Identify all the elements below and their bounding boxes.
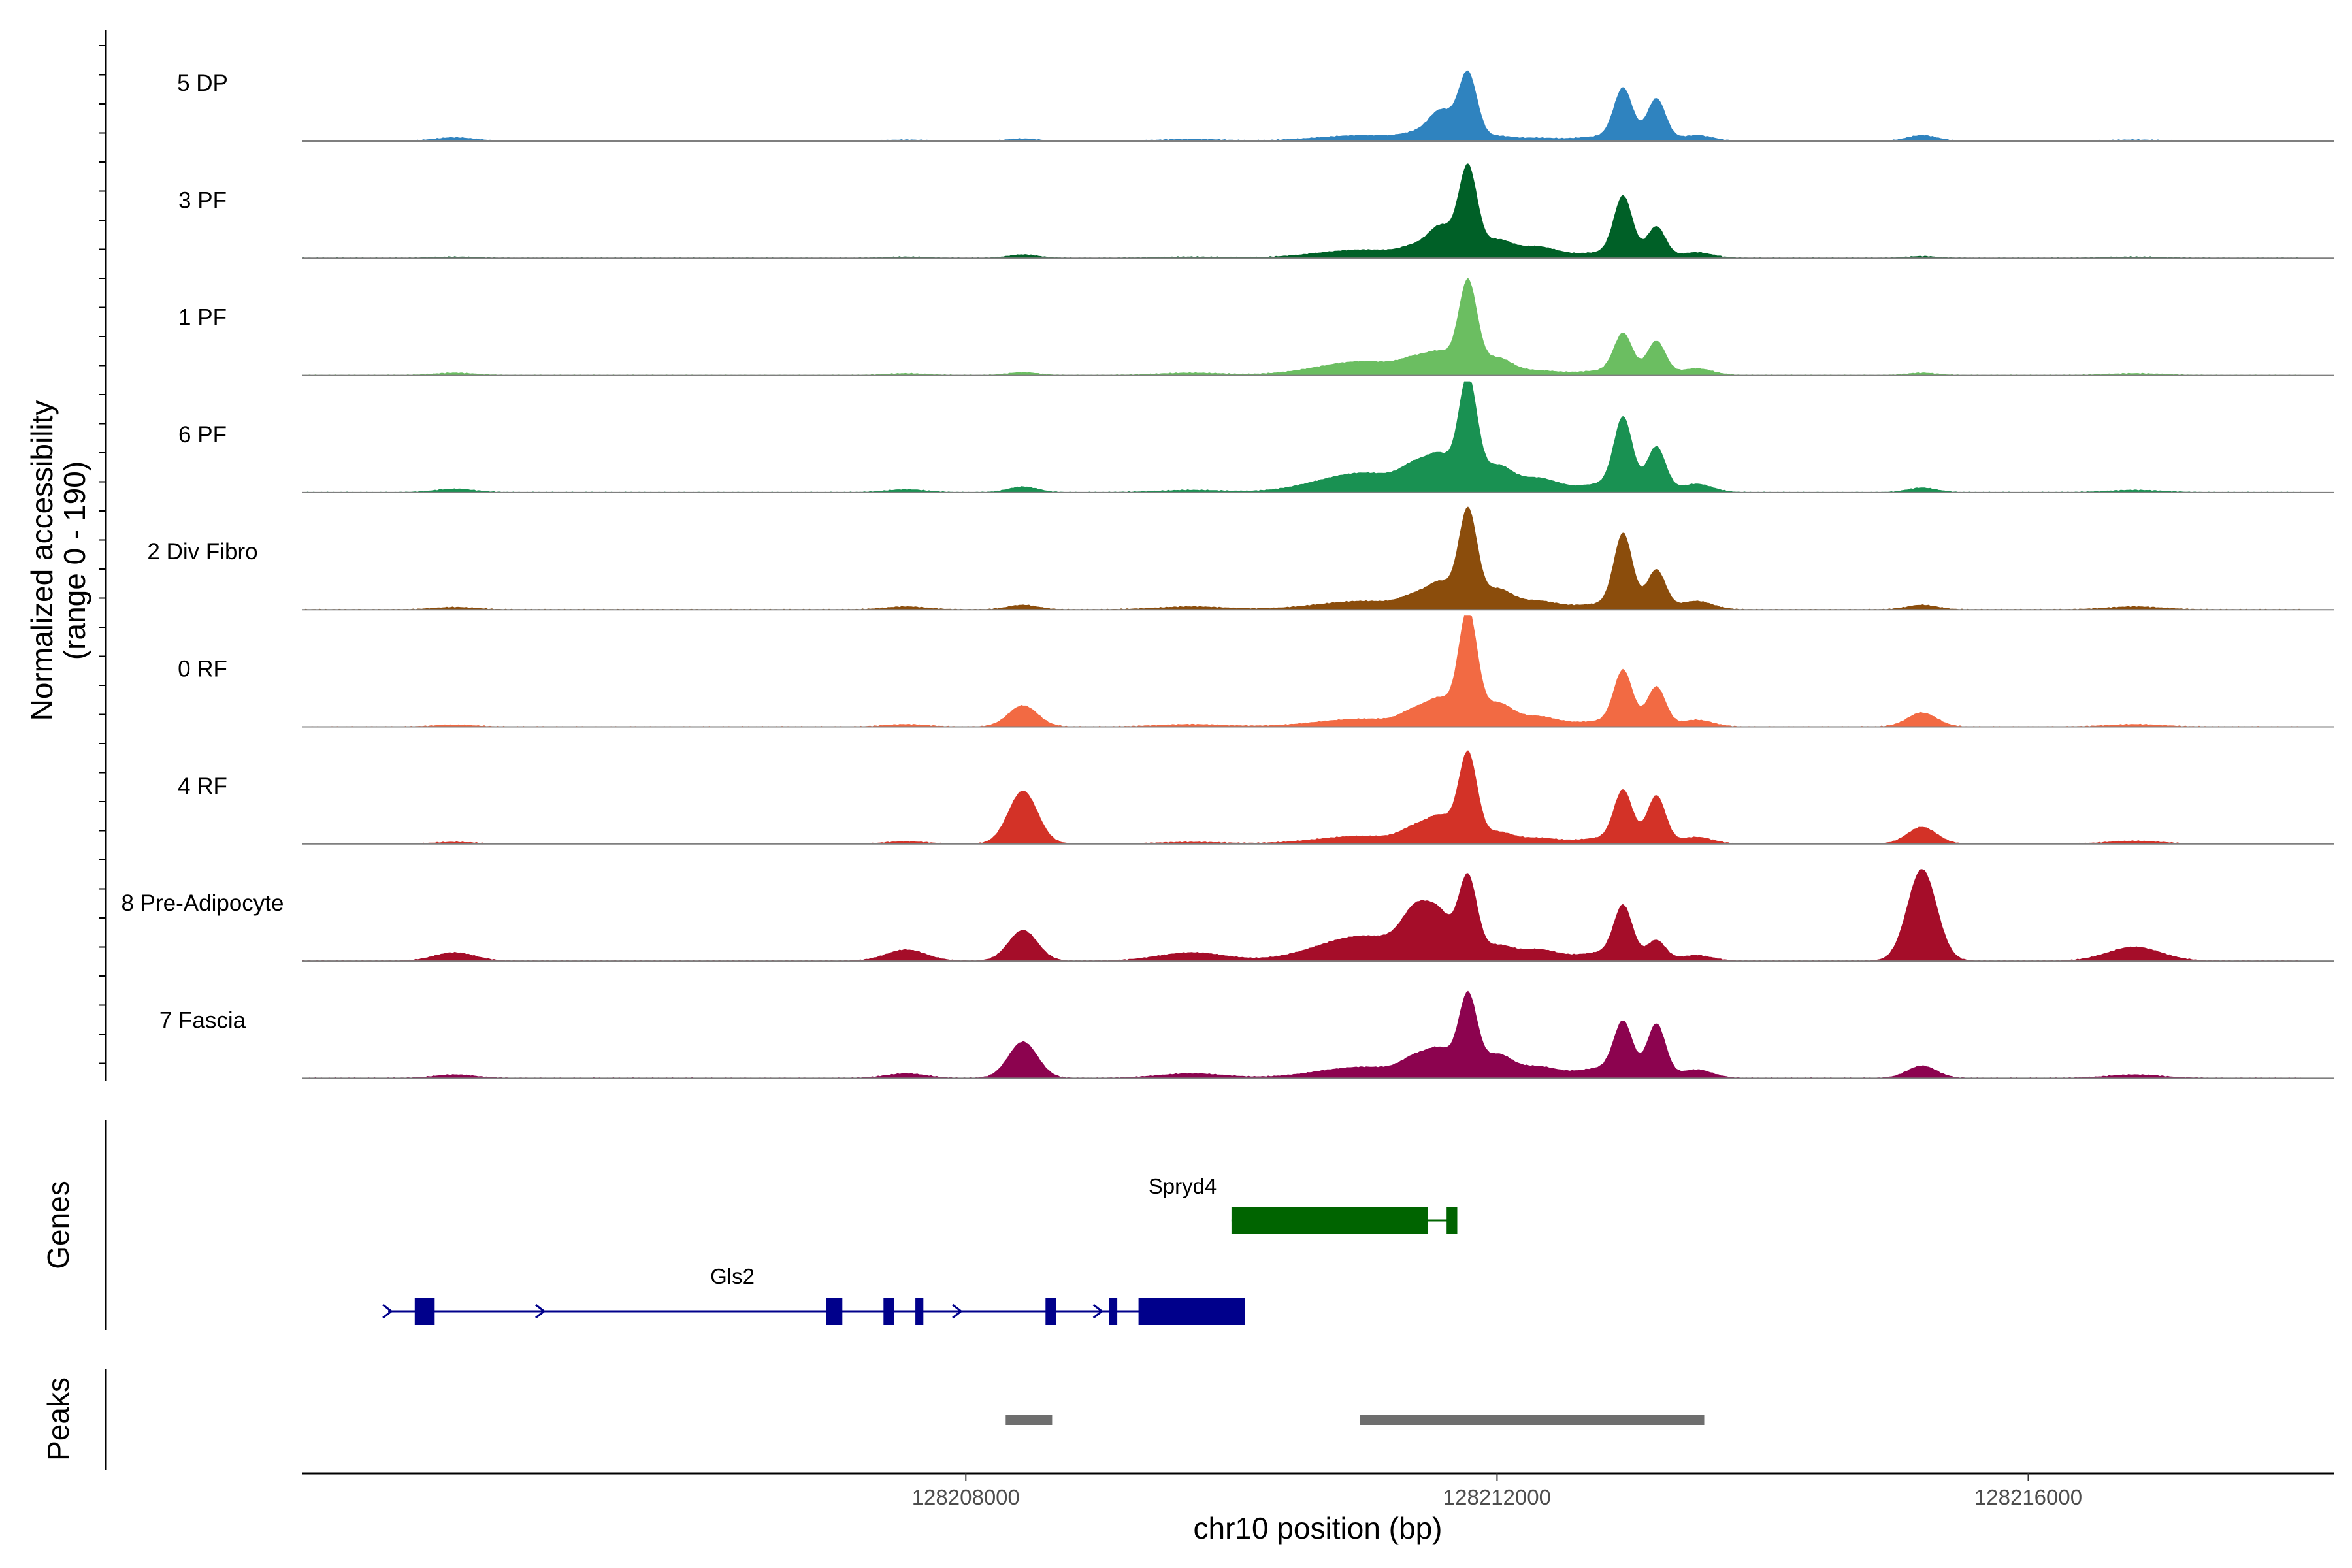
peaks-panel: Peaks	[41, 1369, 1705, 1470]
track-6-pf: 6 PF	[178, 381, 2334, 493]
gene-exon	[883, 1298, 894, 1325]
coverage-tracks: 5 DP 3 PF 1 PF 6 PF 2 Div Fibro 0 RF 4 RF 8 Pre…	[121, 70, 2334, 1079]
genes-panel-label: Genes	[41, 1181, 75, 1269]
track-label: 2 Div Fibro	[147, 539, 257, 564]
gene-name-label: Gls2	[710, 1264, 755, 1288]
gene-models: Spryd4 Gls2	[382, 1174, 1458, 1325]
gene-exon	[414, 1298, 435, 1325]
track-label: 0 RF	[178, 657, 227, 682]
peak-region	[1005, 1415, 1053, 1425]
coverage-panel: 5 DP 3 PF 1 PF 6 PF 2 Div Fibro 0 RF 4 RF 8 Pre…	[25, 30, 2334, 1081]
gene-exon	[1138, 1298, 1245, 1325]
peak-regions	[1005, 1415, 1705, 1425]
track-4-rf: 4 RF	[178, 750, 2334, 845]
x-tick-label: 128216000	[1974, 1485, 2082, 1509]
track-1-pf: 1 PF	[178, 278, 2334, 376]
coverage-y-ticks	[99, 45, 106, 1064]
coverage-area	[302, 381, 2301, 493]
gene-exon	[1109, 1298, 1118, 1325]
genes-panel: Genes Spryd4 Gls2	[41, 1120, 1458, 1330]
track-7-fascia: 7 Fascia	[159, 990, 2334, 1079]
track-0-rf: 0 RF	[178, 615, 2334, 728]
gene-exon	[1446, 1207, 1458, 1234]
track-3-pf: 3 PF	[178, 163, 2334, 259]
coverage-area	[302, 278, 2301, 376]
coverage-area	[302, 506, 2301, 610]
track-label: 8 Pre-Adipocyte	[121, 890, 284, 916]
strand-arrow	[952, 1303, 963, 1319]
gene-gls2: Gls2	[382, 1264, 1245, 1325]
coverage-area	[302, 869, 2301, 962]
x-tick-label: 128212000	[1443, 1485, 1551, 1509]
peak-region	[1360, 1415, 1705, 1425]
y-axis-title-line1: Normalized accessibility	[25, 400, 59, 721]
track-5-dp: 5 DP	[177, 70, 2334, 142]
strand-arrow	[534, 1303, 546, 1319]
gene-exon	[1231, 1207, 1428, 1234]
coverage-area	[302, 750, 2301, 844]
track-8-pre-adipocyte: 8 Pre-Adipocyte	[121, 869, 2334, 962]
x-ticks: 128208000 128212000 128216000	[912, 1473, 2082, 1509]
track-label: 3 PF	[178, 188, 227, 213]
track-2-div-fibro: 2 Div Fibro	[147, 506, 2334, 611]
track-label: 5 DP	[177, 71, 228, 96]
gene-exon	[826, 1298, 843, 1325]
gene-name-label: Spryd4	[1149, 1174, 1217, 1198]
coverage-area	[302, 163, 2301, 259]
gene-spryd4: Spryd4	[1149, 1174, 1458, 1234]
coverage-area	[302, 990, 2301, 1079]
peaks-panel-label: Peaks	[41, 1377, 75, 1461]
x-axis: 128208000 128212000 128216000 chr10 positi…	[302, 1472, 2334, 1545]
gene-exon	[1045, 1298, 1056, 1325]
x-tick-label: 128208000	[912, 1485, 1020, 1509]
coverage-area	[302, 615, 2301, 727]
strand-arrow	[1092, 1303, 1104, 1319]
x-axis-title: chr10 position (bp)	[1194, 1511, 1443, 1545]
track-label: 6 PF	[178, 422, 227, 448]
coverage-area	[302, 70, 2301, 141]
y-axis-title: Normalized accessibility (range 0 - 190)	[25, 400, 91, 721]
track-label: 7 Fascia	[159, 1007, 246, 1033]
track-label: 4 RF	[178, 774, 227, 799]
gene-exon	[915, 1298, 924, 1325]
y-axis-title-line2: (range 0 - 190)	[57, 461, 91, 660]
track-label: 1 PF	[178, 305, 227, 331]
strand-arrow	[382, 1303, 393, 1319]
